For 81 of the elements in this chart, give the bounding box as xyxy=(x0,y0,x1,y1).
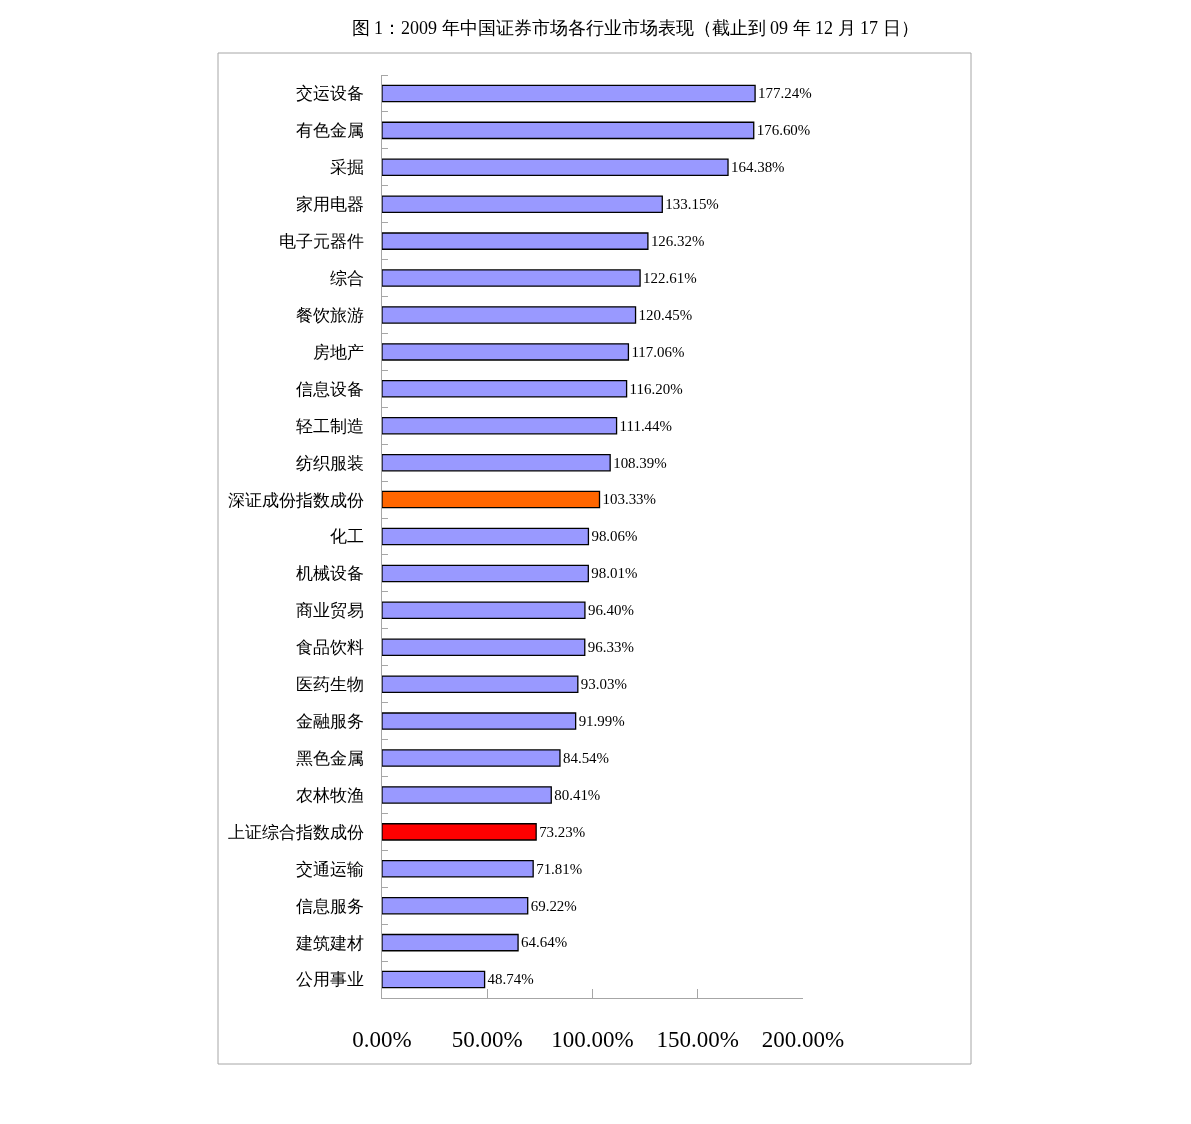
y-tick-label: 商业贸易 xyxy=(295,601,364,621)
bar xyxy=(382,749,561,767)
y-tick-label: 公用事业 xyxy=(295,970,364,990)
data-label: 96.40% xyxy=(587,602,634,619)
y-tick-label: 轻工制造 xyxy=(295,416,364,436)
bar xyxy=(382,786,552,804)
y-tick-label: 交运设备 xyxy=(295,84,364,104)
y-tick-label: 电子元器件 xyxy=(278,232,364,252)
y-tick-label: 化工 xyxy=(329,527,364,547)
data-label: 108.39% xyxy=(613,454,667,471)
data-label: 73.23% xyxy=(539,823,586,840)
bar xyxy=(382,453,611,472)
data-label: 116.20% xyxy=(629,380,683,397)
y-tick-label: 建筑建材 xyxy=(294,933,364,953)
y-tick-label: 信息设备 xyxy=(295,379,364,399)
bar xyxy=(382,269,641,287)
data-label: 96.33% xyxy=(587,639,634,656)
bar xyxy=(382,232,649,250)
x-tick-label: 50.00% xyxy=(451,1026,523,1052)
data-label: 122.61% xyxy=(643,269,697,286)
y-tick-label: 纺织服装 xyxy=(295,453,364,473)
data-label: 120.45% xyxy=(638,306,693,323)
y-tick-label: 金融服务 xyxy=(295,712,364,732)
data-label: 91.99% xyxy=(578,712,625,729)
bar xyxy=(382,675,579,693)
bar xyxy=(382,896,529,915)
y-tick-label: 农林牧渔 xyxy=(295,785,364,805)
y-tick-label: 信息服务 xyxy=(295,896,364,916)
bar xyxy=(382,933,519,952)
bar xyxy=(382,416,618,435)
data-label: 71.81% xyxy=(536,860,583,877)
data-label: 80.41% xyxy=(554,786,601,803)
y-tick-label: 采掘 xyxy=(329,158,364,178)
data-label: 98.01% xyxy=(591,565,638,582)
bar xyxy=(382,380,628,398)
data-label: 84.54% xyxy=(562,749,610,766)
y-tick-label: 黑色金属 xyxy=(295,748,364,768)
y-tick-label: 医药生物 xyxy=(295,675,364,695)
x-tick-label: 150.00% xyxy=(656,1026,739,1052)
bar xyxy=(382,121,755,140)
data-label: 133.15% xyxy=(665,196,719,213)
bar xyxy=(382,970,486,989)
y-tick-label: 深证成份指数成份 xyxy=(227,490,364,510)
x-tick-label: 100.00% xyxy=(551,1026,634,1052)
bar xyxy=(382,158,729,177)
y-tick-label: 家用电器 xyxy=(295,195,364,215)
y-tick-label: 机械设备 xyxy=(295,564,364,584)
data-label: 103.33% xyxy=(602,491,657,508)
y-tick-label: 餐饮旅游 xyxy=(295,305,364,325)
data-label: 176.60% xyxy=(756,122,811,139)
data-label: 164.38% xyxy=(731,159,785,176)
y-tick-label: 上证综合指数成份 xyxy=(227,822,364,842)
bar xyxy=(382,638,586,657)
bar xyxy=(382,306,637,324)
data-label: 98.06% xyxy=(591,528,638,545)
data-label: 126.32% xyxy=(650,233,705,250)
data-label: 177.24% xyxy=(758,85,812,102)
data-label: 117.06% xyxy=(631,343,685,360)
data-label: 111.44% xyxy=(619,417,672,434)
data-label: 64.64% xyxy=(521,934,568,951)
data-label: 93.03% xyxy=(580,676,627,693)
data-label: 69.22% xyxy=(530,897,577,914)
bar xyxy=(382,823,537,841)
bar xyxy=(382,601,586,620)
bar xyxy=(382,712,577,730)
bar xyxy=(382,343,630,361)
y-tick-label: 交通运输 xyxy=(295,859,364,879)
bar xyxy=(382,195,663,213)
data-label: 48.74% xyxy=(487,971,534,988)
x-tick-label: 200.00% xyxy=(761,1026,845,1052)
bar xyxy=(382,564,589,583)
bar xyxy=(382,527,590,546)
y-tick-label: 有色金属 xyxy=(295,121,364,141)
chart-title: 图 1：2009 年中国证券市场各行业市场表现（截止到 09 年 12 月 17 日） xyxy=(351,18,919,39)
x-tick-label: 0.00% xyxy=(352,1026,412,1052)
bar xyxy=(382,490,601,509)
y-tick-label: 食品饮料 xyxy=(295,638,364,658)
bar xyxy=(382,84,756,103)
bar xyxy=(382,860,534,878)
y-tick-label: 房地产 xyxy=(312,342,364,362)
y-tick-label: 综合 xyxy=(329,269,364,289)
